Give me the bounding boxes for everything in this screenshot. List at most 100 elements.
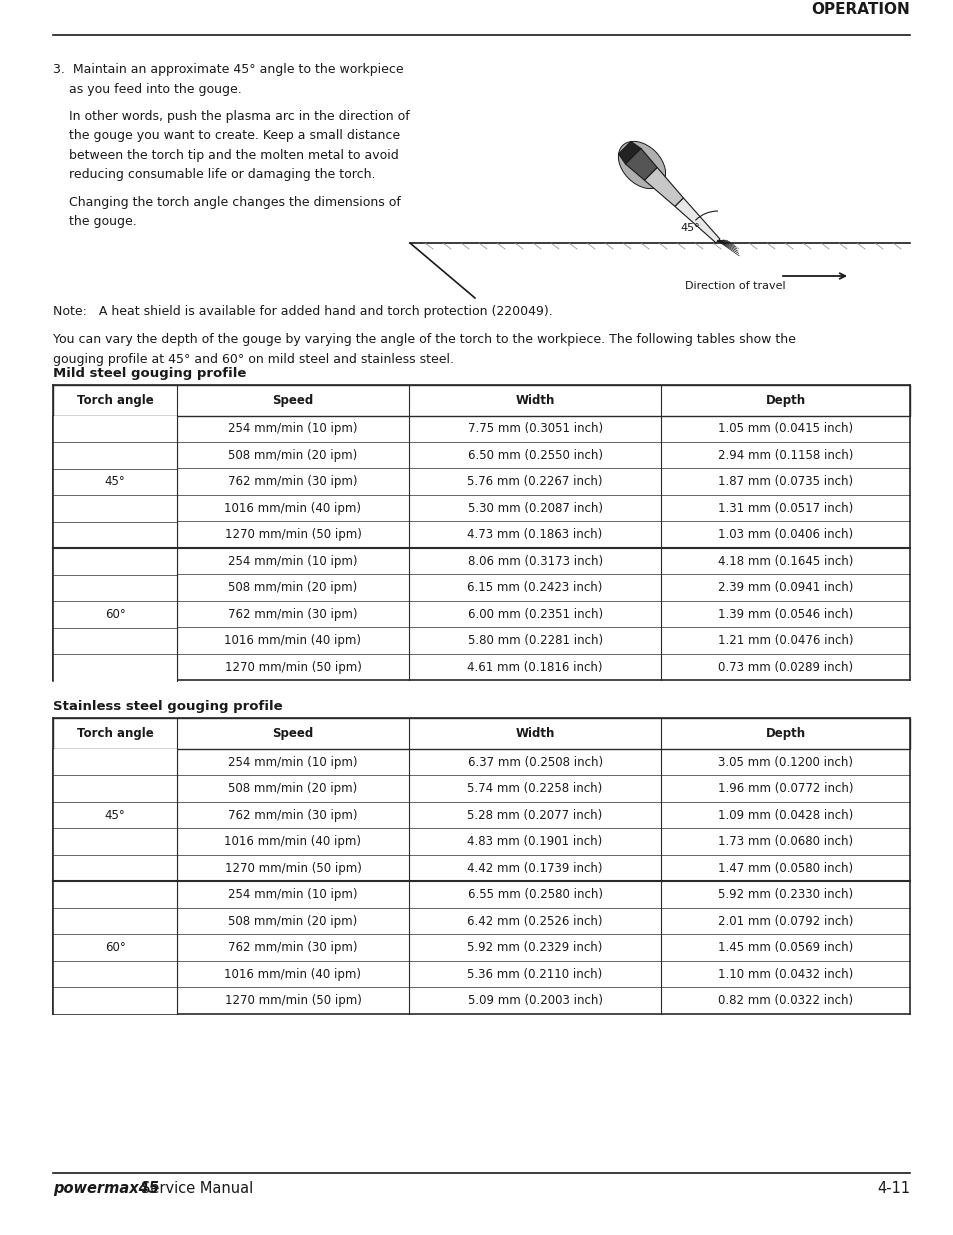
Text: 1.96 mm (0.0772 inch): 1.96 mm (0.0772 inch) (718, 782, 853, 795)
Text: the gouge you want to create. Keep a small distance: the gouge you want to create. Keep a sma… (53, 130, 399, 142)
Text: 4.18 mm (0.1645 inch): 4.18 mm (0.1645 inch) (718, 555, 853, 568)
Text: Stainless steel gouging profile: Stainless steel gouging profile (53, 700, 282, 714)
Text: 1.21 mm (0.0476 inch): 1.21 mm (0.0476 inch) (718, 635, 853, 647)
Text: 2.94 mm (0.1158 inch): 2.94 mm (0.1158 inch) (718, 448, 853, 462)
Text: 5.80 mm (0.2281 inch): 5.80 mm (0.2281 inch) (467, 635, 602, 647)
Text: as you feed into the gouge.: as you feed into the gouge. (53, 83, 241, 95)
Text: 6.50 mm (0.2550 inch): 6.50 mm (0.2550 inch) (467, 448, 602, 462)
Bar (53, 748, 177, 882)
Text: powermax45: powermax45 (53, 1181, 159, 1195)
Text: 1016 mm/min (40 ipm): 1016 mm/min (40 ipm) (224, 635, 361, 647)
Text: 1.87 mm (0.0735 inch): 1.87 mm (0.0735 inch) (718, 475, 852, 488)
Text: 5.74 mm (0.2258 inch): 5.74 mm (0.2258 inch) (467, 782, 602, 795)
Text: Width: Width (515, 394, 554, 406)
Text: Speed: Speed (272, 394, 314, 406)
Bar (53, 415, 177, 548)
Text: the gouge.: the gouge. (53, 215, 136, 228)
Bar (53, 385, 909, 415)
Text: 2.39 mm (0.0941 inch): 2.39 mm (0.0941 inch) (718, 582, 853, 594)
Text: 5.76 mm (0.2267 inch): 5.76 mm (0.2267 inch) (467, 475, 602, 488)
Bar (53, 548, 177, 680)
Text: 4-11: 4-11 (876, 1181, 909, 1195)
Text: 1.05 mm (0.0415 inch): 1.05 mm (0.0415 inch) (718, 422, 852, 435)
Text: 508 mm/min (20 ipm): 508 mm/min (20 ipm) (228, 582, 357, 594)
Polygon shape (644, 168, 682, 206)
Text: 1270 mm/min (50 ipm): 1270 mm/min (50 ipm) (224, 862, 361, 874)
Text: Torch angle: Torch angle (76, 394, 153, 406)
Text: Mild steel gouging profile: Mild steel gouging profile (53, 367, 246, 380)
Text: gouging profile at 45° and 60° on mild steel and stainless steel.: gouging profile at 45° and 60° on mild s… (53, 352, 454, 366)
Text: 1.39 mm (0.0546 inch): 1.39 mm (0.0546 inch) (718, 608, 853, 621)
Text: 508 mm/min (20 ipm): 508 mm/min (20 ipm) (228, 915, 357, 927)
Ellipse shape (618, 141, 665, 189)
Text: 5.92 mm (0.2330 inch): 5.92 mm (0.2330 inch) (718, 888, 852, 902)
Text: 254 mm/min (10 ipm): 254 mm/min (10 ipm) (228, 756, 357, 768)
Text: You can vary the depth of the gouge by varying the angle of the torch to the wor: You can vary the depth of the gouge by v… (53, 333, 795, 346)
Text: 1270 mm/min (50 ipm): 1270 mm/min (50 ipm) (224, 529, 361, 541)
Text: Depth: Depth (765, 727, 805, 740)
Text: 5.28 mm (0.2077 inch): 5.28 mm (0.2077 inch) (467, 809, 602, 821)
Text: 1.03 mm (0.0406 inch): 1.03 mm (0.0406 inch) (718, 529, 852, 541)
Text: 45°: 45° (105, 809, 126, 821)
Text: 1.10 mm (0.0432 inch): 1.10 mm (0.0432 inch) (718, 968, 853, 981)
Text: 5.92 mm (0.2329 inch): 5.92 mm (0.2329 inch) (467, 941, 602, 955)
Text: 6.37 mm (0.2508 inch): 6.37 mm (0.2508 inch) (467, 756, 602, 768)
Text: Service Manual: Service Manual (141, 1181, 253, 1195)
Text: 7.75 mm (0.3051 inch): 7.75 mm (0.3051 inch) (467, 422, 602, 435)
Text: 6.15 mm (0.2423 inch): 6.15 mm (0.2423 inch) (467, 582, 602, 594)
Text: 6.55 mm (0.2580 inch): 6.55 mm (0.2580 inch) (467, 888, 602, 902)
Text: 508 mm/min (20 ipm): 508 mm/min (20 ipm) (228, 448, 357, 462)
Text: 254 mm/min (10 ipm): 254 mm/min (10 ipm) (228, 422, 357, 435)
Text: 4.73 mm (0.1863 inch): 4.73 mm (0.1863 inch) (467, 529, 602, 541)
Text: 5.36 mm (0.2110 inch): 5.36 mm (0.2110 inch) (467, 968, 602, 981)
Text: 3.  Maintain an approximate 45° angle to the workpiece: 3. Maintain an approximate 45° angle to … (53, 63, 403, 77)
Text: Torch angle: Torch angle (76, 727, 153, 740)
Text: 1.45 mm (0.0569 inch): 1.45 mm (0.0569 inch) (718, 941, 853, 955)
Text: 508 mm/min (20 ipm): 508 mm/min (20 ipm) (228, 782, 357, 795)
Text: 60°: 60° (105, 941, 126, 955)
Text: Note:   A heat shield is available for added hand and torch protection (220049).: Note: A heat shield is available for add… (53, 305, 552, 317)
Text: 0.82 mm (0.0322 inch): 0.82 mm (0.0322 inch) (718, 994, 852, 1008)
Text: Depth: Depth (765, 394, 805, 406)
Text: 762 mm/min (30 ipm): 762 mm/min (30 ipm) (228, 809, 357, 821)
Text: 1.73 mm (0.0680 inch): 1.73 mm (0.0680 inch) (718, 835, 852, 848)
Text: 45°: 45° (105, 475, 126, 488)
Text: OPERATION: OPERATION (810, 2, 909, 17)
Text: 8.06 mm (0.3173 inch): 8.06 mm (0.3173 inch) (467, 555, 602, 568)
Text: reducing consumable life or damaging the torch.: reducing consumable life or damaging the… (53, 168, 375, 182)
Text: 5.09 mm (0.2003 inch): 5.09 mm (0.2003 inch) (467, 994, 602, 1008)
Polygon shape (625, 148, 657, 180)
Text: 0.73 mm (0.0289 inch): 0.73 mm (0.0289 inch) (718, 661, 852, 674)
Polygon shape (618, 142, 640, 164)
Text: Changing the torch angle changes the dimensions of: Changing the torch angle changes the dim… (53, 195, 400, 209)
Bar (53, 882, 177, 1014)
Text: 1270 mm/min (50 ipm): 1270 mm/min (50 ipm) (224, 994, 361, 1008)
Text: 762 mm/min (30 ipm): 762 mm/min (30 ipm) (228, 608, 357, 621)
Text: Direction of travel: Direction of travel (684, 282, 785, 291)
Text: 1016 mm/min (40 ipm): 1016 mm/min (40 ipm) (224, 835, 361, 848)
Text: 45°: 45° (679, 224, 699, 233)
Text: In other words, push the plasma arc in the direction of: In other words, push the plasma arc in t… (53, 110, 410, 122)
Text: 4.42 mm (0.1739 inch): 4.42 mm (0.1739 inch) (467, 862, 602, 874)
Text: between the torch tip and the molten metal to avoid: between the torch tip and the molten met… (53, 148, 398, 162)
Text: 762 mm/min (30 ipm): 762 mm/min (30 ipm) (228, 941, 357, 955)
Text: 4.61 mm (0.1816 inch): 4.61 mm (0.1816 inch) (467, 661, 602, 674)
Text: 1.31 mm (0.0517 inch): 1.31 mm (0.0517 inch) (718, 501, 853, 515)
Text: 762 mm/min (30 ipm): 762 mm/min (30 ipm) (228, 475, 357, 488)
Text: 1.09 mm (0.0428 inch): 1.09 mm (0.0428 inch) (718, 809, 853, 821)
Text: Width: Width (515, 727, 554, 740)
Text: 254 mm/min (10 ipm): 254 mm/min (10 ipm) (228, 555, 357, 568)
Text: Speed: Speed (272, 727, 314, 740)
Text: 6.00 mm (0.2351 inch): 6.00 mm (0.2351 inch) (467, 608, 602, 621)
Text: 254 mm/min (10 ipm): 254 mm/min (10 ipm) (228, 888, 357, 902)
Text: 5.30 mm (0.2087 inch): 5.30 mm (0.2087 inch) (467, 501, 602, 515)
Text: 1016 mm/min (40 ipm): 1016 mm/min (40 ipm) (224, 968, 361, 981)
Text: 4.83 mm (0.1901 inch): 4.83 mm (0.1901 inch) (467, 835, 602, 848)
Bar (53, 719, 909, 748)
Text: 6.42 mm (0.2526 inch): 6.42 mm (0.2526 inch) (467, 915, 602, 927)
Text: 1016 mm/min (40 ipm): 1016 mm/min (40 ipm) (224, 501, 361, 515)
Text: 3.05 mm (0.1200 inch): 3.05 mm (0.1200 inch) (718, 756, 852, 768)
Text: 1270 mm/min (50 ipm): 1270 mm/min (50 ipm) (224, 661, 361, 674)
Text: 1.47 mm (0.0580 inch): 1.47 mm (0.0580 inch) (718, 862, 852, 874)
Text: 60°: 60° (105, 608, 126, 621)
